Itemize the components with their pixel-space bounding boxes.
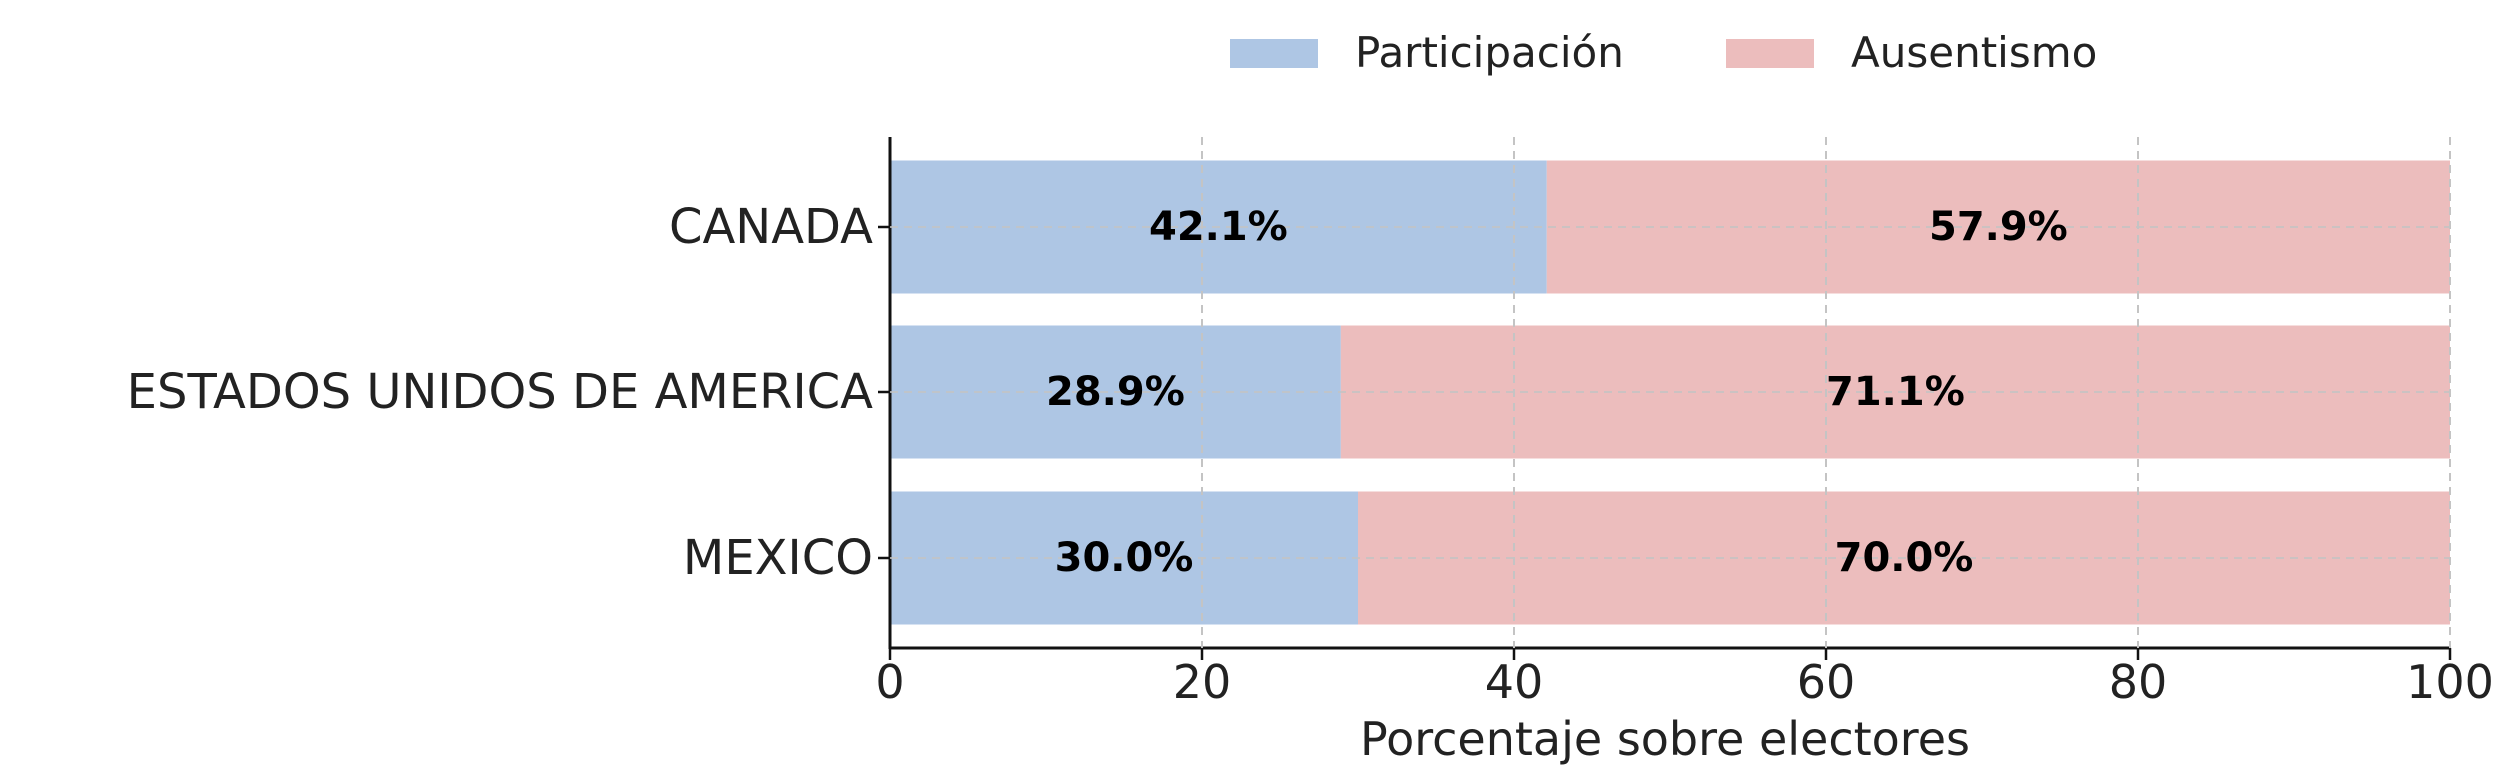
x-tick-label: 0 [875,655,904,709]
legend: Participación Ausentismo [1230,28,2097,77]
x-tick-label: 60 [1797,655,1856,709]
legend-label: Ausentismo [1851,28,2097,77]
y-tick-label: ESTADOS UNIDOS DE AMERICA [127,364,874,420]
x-tick-label: 100 [2406,655,2494,709]
data-label: 70.0% [1835,535,1974,581]
x-axis-title: Porcentaje sobre electores [1360,712,1970,766]
y-tick-label: MEXICO [683,530,873,586]
data-label: 42.1% [1149,204,1288,250]
x-tick-label: 80 [2109,655,2168,709]
legend-swatch-ausentismo [1726,39,1814,68]
data-label: 57.9% [1929,204,2068,250]
data-labels: 42.1% 57.9% 28.9% 71.1% 30.0% 70.0% [1046,204,2068,581]
x-tick-label: 40 [1485,655,1544,709]
axes: 0 20 40 60 80 100 CANADA ESTADOS UNIDOS DE AMER… [127,137,2494,709]
x-tick-label: 20 [1173,655,1232,709]
data-label: 28.9% [1046,369,1185,415]
y-tick-label: CANADA [669,199,873,255]
grid-lines [890,137,2451,648]
data-label: 30.0% [1055,535,1194,581]
legend-swatch-participacion [1230,39,1318,68]
legend-label: Participación [1355,28,1624,77]
data-label: 71.1% [1826,369,1965,415]
